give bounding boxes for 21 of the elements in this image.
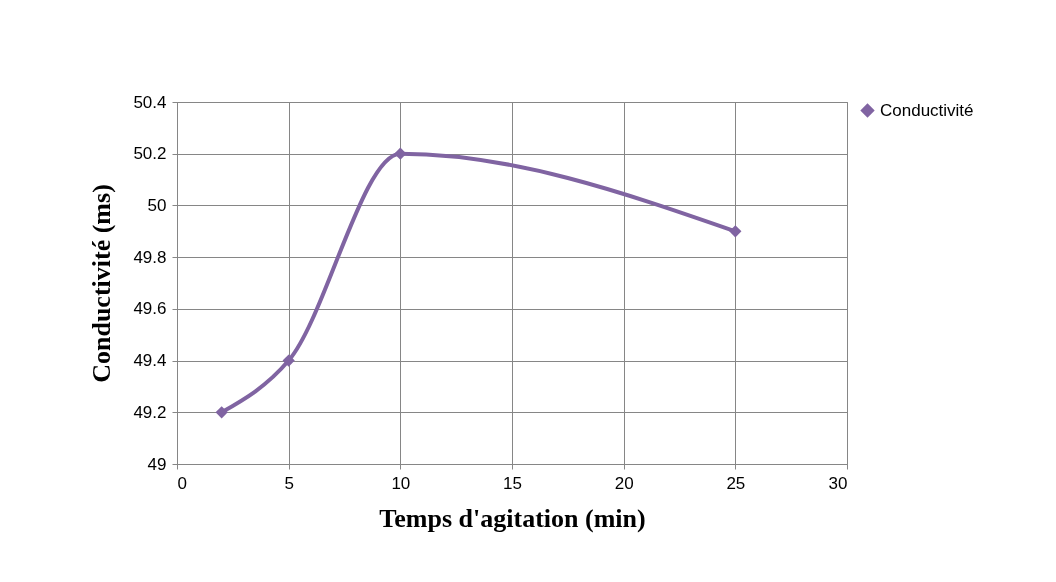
x-tick-label: 10 xyxy=(391,473,411,493)
point xyxy=(729,225,742,238)
x-tick-label: 5 xyxy=(284,473,294,493)
y-tick-label: 50 xyxy=(147,195,167,215)
legend-label: Conductivité xyxy=(880,100,974,120)
x-tick-label: 0 xyxy=(177,473,187,493)
x-tick-label: 20 xyxy=(614,473,634,493)
x-tick-label: 15 xyxy=(503,473,522,493)
x-tick-label: 25 xyxy=(726,473,746,493)
x-tick-label: 30 xyxy=(828,473,848,493)
y-tick-label: 49 xyxy=(147,454,167,474)
x-axis-title: Temps d'agitation (min) xyxy=(379,503,646,533)
y-tick-label: 50.2 xyxy=(133,144,167,164)
y-tick-label: 49.4 xyxy=(133,351,167,371)
point xyxy=(215,406,228,419)
y-tick-label: 49.8 xyxy=(133,247,167,267)
y-tick-label: 50.4 xyxy=(133,92,167,112)
y-tick-label: 49.6 xyxy=(133,299,167,319)
y-tick-label: 49.2 xyxy=(133,402,167,422)
point xyxy=(282,354,295,367)
y-axis-title: Conductivité (ms) xyxy=(87,184,117,383)
